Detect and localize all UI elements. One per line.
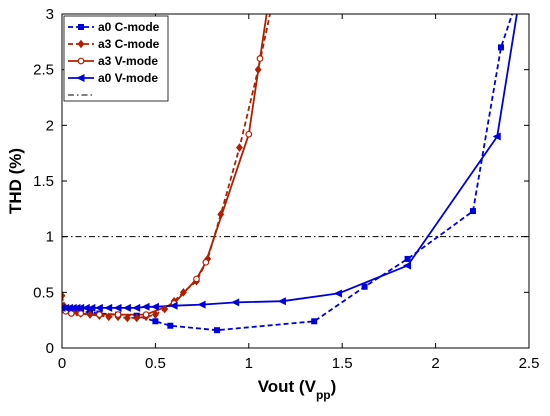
series-1-point (254, 65, 262, 74)
y-tick-label: 2 (46, 117, 54, 134)
x-tick-label: 2 (431, 355, 439, 372)
series-1-point (268, 5, 274, 12)
series-1-point (105, 312, 113, 322)
x-tick-label: 2.5 (519, 355, 540, 372)
series-0-point (214, 327, 221, 334)
y-tick-label: 3 (46, 6, 54, 23)
series-3-point (514, 5, 521, 11)
series-3-point (113, 303, 122, 312)
series-1-point (62, 291, 66, 300)
y-tick-label: 2.5 (33, 62, 54, 79)
x-tick-label: 1 (245, 355, 253, 372)
series-3-point (94, 303, 103, 312)
series-0-point (311, 318, 318, 325)
y-tick-label: 0 (46, 340, 54, 357)
series-3-point (277, 297, 286, 306)
series-3-point (169, 301, 178, 310)
series-2-point (142, 311, 150, 319)
series-2-point (265, 6, 271, 12)
series-0-point (512, 6, 517, 11)
series-2-point (77, 310, 85, 317)
x-axis-label: Vout (Vpp) (258, 377, 337, 402)
series-line-0 (62, 14, 514, 332)
series-3-point (122, 303, 131, 312)
series-2-point (193, 275, 200, 283)
series-1-point (123, 313, 131, 323)
series-2-point (202, 258, 210, 266)
legend-entry: a3 V-mode (68, 54, 158, 68)
series-2-point (114, 311, 122, 319)
series-3-point (333, 289, 342, 298)
series-2-point (256, 55, 264, 62)
series-1-point (133, 313, 141, 323)
series-1-point (151, 310, 159, 319)
legend-swatch-marker (78, 24, 84, 30)
series-3-point (104, 303, 113, 312)
y-axis-label: THD (%) (6, 148, 25, 214)
x-tick-label: 0 (58, 355, 66, 372)
legend-entry: a0 V-mode (68, 71, 158, 85)
series-0-point (497, 44, 504, 51)
legend: a0 C-mode a3 C-mode a3 V-mode a0 V-mode (63, 15, 169, 102)
y-tick-label: 1.5 (33, 173, 54, 190)
series-0-point (361, 283, 368, 290)
series-1-point (86, 310, 94, 319)
legend-label: a0 V-mode (98, 71, 158, 85)
y-tick-label: 0.5 (33, 284, 54, 301)
legend-swatch-marker (77, 39, 85, 49)
series-3-point (231, 298, 240, 307)
series-2-point (67, 310, 75, 317)
series-1-point (217, 210, 225, 219)
series-1-point (161, 304, 169, 314)
legend-label: a3 V-mode (98, 54, 158, 68)
legend-label: a0 C-mode (98, 20, 160, 34)
legend-entry: a0 C-mode (68, 20, 160, 34)
series-3-point (141, 302, 150, 311)
series-1-point (179, 288, 187, 297)
series-2-point (245, 130, 253, 138)
x-axis-label-main: Vout (V (258, 377, 317, 396)
series-3-point (150, 302, 159, 311)
series-3-point (402, 261, 412, 270)
series-3-point (132, 303, 141, 312)
series-0-point (404, 255, 411, 262)
series-2-point (95, 311, 103, 319)
legend-swatch-marker (77, 57, 85, 65)
series-0-point (167, 322, 174, 329)
legend-label: a3 C-mode (98, 37, 160, 51)
series-0-point (152, 318, 159, 325)
legend-swatch-marker (76, 73, 85, 83)
series-0-point (469, 208, 476, 215)
x-tick-label: 1.5 (332, 355, 353, 372)
x-axis-label-close: ) (331, 377, 337, 396)
series-3-point (492, 132, 501, 141)
series-3-point (197, 300, 206, 309)
legend-entry: a3 C-mode (68, 37, 160, 51)
y-tick-label: 1 (46, 229, 54, 246)
x-axis-label-subscript: pp (316, 388, 331, 402)
x-tick-label: 0.5 (145, 355, 166, 372)
series-1-point (236, 143, 243, 152)
